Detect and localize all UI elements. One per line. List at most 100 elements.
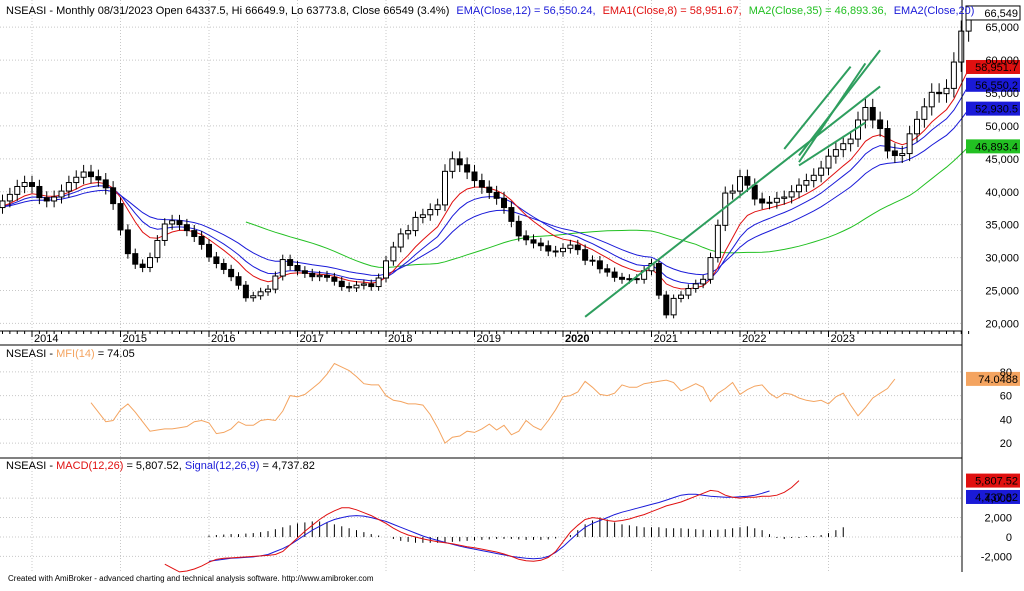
candle-body[interactable] [301,270,308,274]
candle-body[interactable] [132,253,139,265]
trendline[interactable] [584,85,881,318]
candle-body[interactable] [265,288,271,293]
candle-body[interactable] [316,274,323,278]
candle-body[interactable] [596,260,603,270]
candle-body[interactable] [796,184,802,193]
candle-body[interactable] [832,149,839,157]
candle-body[interactable] [478,180,485,188]
candle-body[interactable] [139,263,146,268]
candle-body[interactable] [412,216,419,232]
candle-body[interactable] [936,91,943,95]
candle-body[interactable] [685,288,692,296]
candle-body[interactable] [0,200,6,209]
candle-body[interactable] [567,244,574,249]
candle-body[interactable] [589,259,596,262]
candle-body[interactable] [88,171,94,178]
candle-body[interactable] [744,176,751,186]
candle-body[interactable] [818,167,825,176]
candle-body[interactable] [294,264,301,272]
candle-body[interactable] [154,239,161,259]
candle-body[interactable] [692,283,699,290]
candle-body[interactable] [14,185,21,195]
candle-body[interactable] [803,180,810,186]
candle-body[interactable] [169,220,176,225]
candle-body[interactable] [183,224,190,232]
candle-body[interactable] [714,224,721,259]
candle-body[interactable] [869,106,876,121]
candle-body[interactable] [663,294,670,316]
candle-body[interactable] [272,275,279,290]
candle-body[interactable] [21,182,28,187]
candle-body[interactable] [228,268,235,278]
candle-body[interactable] [43,197,50,202]
candle-body[interactable] [943,87,950,95]
candle-body[interactable] [250,295,257,299]
candle-body[interactable] [368,283,375,288]
candle-body[interactable] [611,271,618,278]
candle-body[interactable] [442,170,448,206]
candle-body[interactable] [375,277,382,288]
candle-body[interactable] [707,257,714,280]
candle-body[interactable] [29,182,35,187]
candle-body[interactable] [700,278,707,285]
candle-body[interactable] [383,260,389,279]
candle-body[interactable] [751,184,758,200]
candle-body[interactable] [279,259,286,277]
candle-body[interactable] [486,186,493,193]
candle-body[interactable] [530,239,537,244]
candle-body[interactable] [840,143,847,151]
candle-body[interactable] [397,233,404,248]
candle-body[interactable] [80,171,87,178]
candle-body[interactable] [257,291,264,297]
candle-body[interactable] [552,250,559,253]
candle-body[interactable] [464,164,471,173]
candle-body[interactable] [560,247,566,253]
candle-body[interactable] [958,30,965,63]
candle-body[interactable] [729,190,736,194]
candle-body[interactable] [471,171,478,182]
candle-body[interactable] [405,230,412,235]
candle-body[interactable] [220,263,227,270]
candle-body[interactable] [346,286,353,289]
candle-body[interactable] [206,243,212,258]
candle-body[interactable] [36,185,43,199]
candle-body[interactable] [877,119,884,130]
candle-body[interactable] [73,176,80,184]
mfi-panel[interactable]: 74.0488 [90,362,1020,444]
candle-body[interactable] [523,235,530,241]
candle-body[interactable] [737,176,743,192]
candle-body[interactable] [950,61,957,89]
candle-body[interactable] [766,201,773,204]
candle-body[interactable] [95,176,102,181]
candle-body[interactable] [427,209,434,216]
candle-body[interactable] [582,249,589,261]
candle-body[interactable] [906,133,913,155]
candle-body[interactable] [847,138,854,145]
candle-body[interactable] [6,193,13,202]
candle-body[interactable] [914,118,920,135]
candle-body[interactable] [353,284,360,289]
candle-body[interactable] [161,223,168,241]
candle-body[interactable] [574,244,581,251]
candle-body[interactable] [419,214,426,218]
candle-body[interactable] [324,274,330,278]
candle-body[interactable] [176,220,183,226]
candle-body[interactable] [670,297,677,316]
candle-body[interactable] [124,229,131,255]
candle-body[interactable] [501,197,507,209]
candle-body[interactable] [891,150,898,157]
candle-body[interactable] [899,153,906,157]
price-panel[interactable]: 66,549 58,951.7 56,550.2 52,930.5 46,893.4 [0,5,1021,319]
candle-body[interactable] [51,196,58,202]
candle-body[interactable] [788,191,795,198]
candle-body[interactable] [58,190,65,198]
candle-body[interactable] [655,263,662,296]
candle-body[interactable] [921,106,928,120]
candle-body[interactable] [862,106,869,121]
candle-body[interactable] [456,158,463,166]
trendline[interactable] [783,66,852,150]
candle-body[interactable] [545,245,552,252]
candle-body[interactable] [773,197,780,203]
candle-body[interactable] [678,294,684,299]
candle-body[interactable] [515,220,522,237]
